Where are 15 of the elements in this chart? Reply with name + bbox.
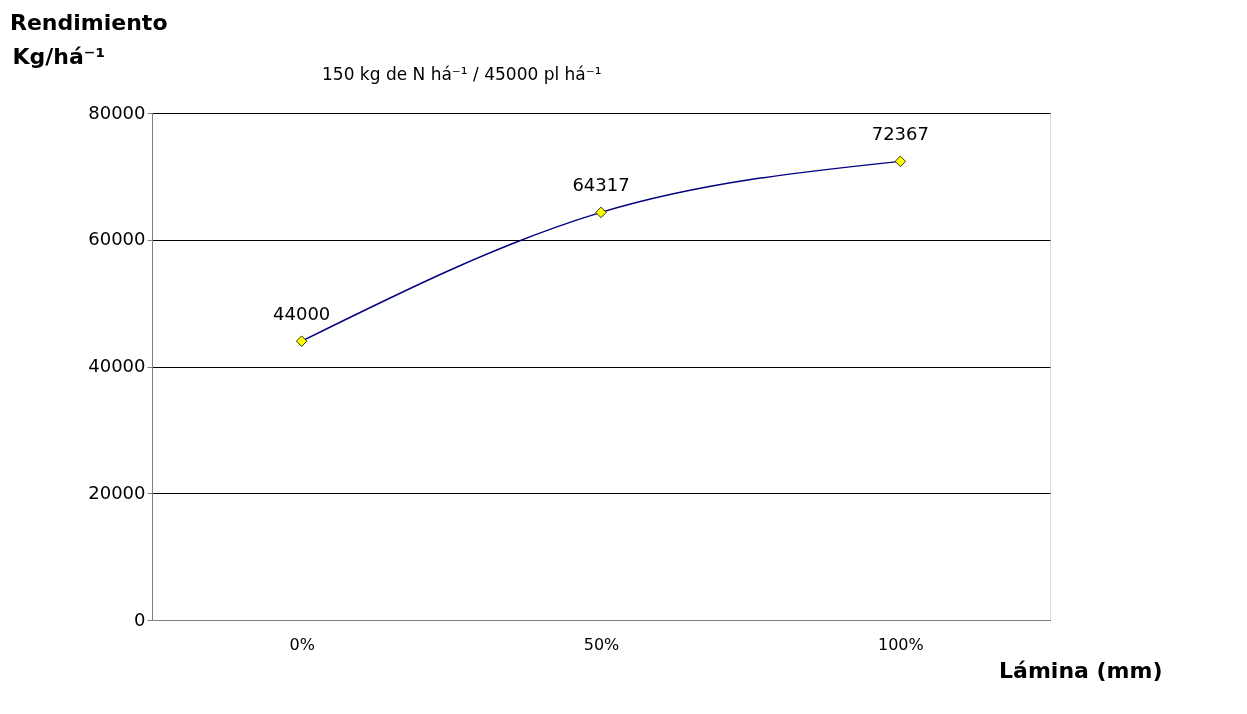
x-tick-label: 0% xyxy=(289,634,315,654)
x-axis-title: Lámina (mm) xyxy=(999,657,1163,683)
y-tick-label: 80000 xyxy=(88,101,146,123)
data-label: 72367 xyxy=(871,123,929,145)
y-tick-label: 40000 xyxy=(88,355,146,376)
y-tick-label: 0 xyxy=(134,608,146,630)
data-label: 64317 xyxy=(572,174,630,196)
chart-subtitle: 150 kg de N há⁻¹ / 45000 pl há⁻¹ xyxy=(322,64,602,84)
chart-title: Rendimiento xyxy=(10,10,168,35)
x-tick-label: 50% xyxy=(583,634,620,654)
x-tick-label: 100% xyxy=(877,634,924,654)
y-tick-label: 20000 xyxy=(88,481,146,503)
data-label: 44000 xyxy=(273,303,331,325)
y-axis-title: Kg/há⁻¹ xyxy=(12,43,106,69)
y-tick-label: 60000 xyxy=(88,228,146,250)
